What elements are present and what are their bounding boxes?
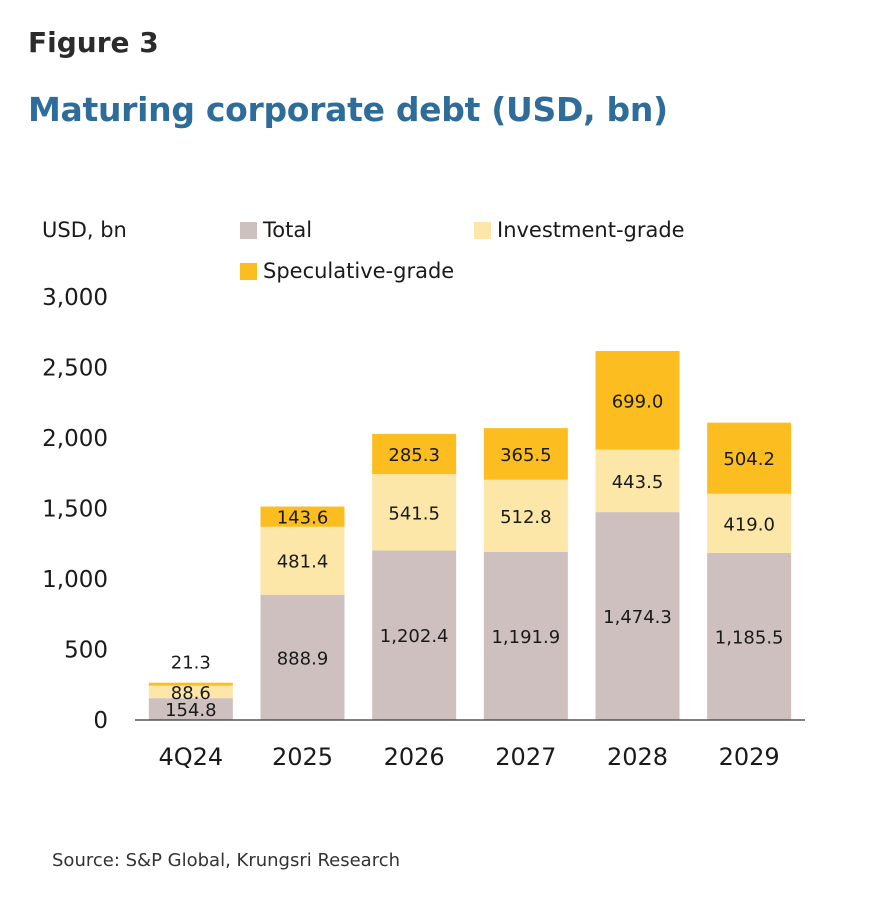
bar-segment-total <box>372 550 457 720</box>
bar-segment-speculative-grade <box>595 351 680 450</box>
data-label: 888.9 <box>277 648 329 669</box>
x-tick-label: 2029 <box>719 743 780 771</box>
legend-item-investment-grade: Investment-grade <box>474 218 685 242</box>
y-axis-unit-label: USD, bn <box>42 218 127 242</box>
x-tick-label: 2025 <box>272 743 333 771</box>
bar-segment-investment-grade <box>595 449 680 513</box>
y-tick-label: 0 <box>93 708 108 734</box>
chart-title: Maturing corporate debt (USD, bn) <box>28 90 668 129</box>
bar-segment-speculative-grade <box>483 428 568 480</box>
data-label: 1,202.4 <box>380 626 449 647</box>
legend-label-speculative-grade: Speculative-grade <box>263 259 455 283</box>
bar-segment-speculative-grade <box>372 433 457 475</box>
x-tick-label: 2027 <box>495 743 556 771</box>
legend-item-speculative-grade: Speculative-grade <box>240 259 454 283</box>
data-label: 504.2 <box>723 449 775 470</box>
bar-segment-investment-grade <box>707 493 792 553</box>
data-label: 285.3 <box>388 445 440 466</box>
bar-segment-investment-grade <box>260 526 345 595</box>
y-tick-label: 3,000 <box>42 285 108 311</box>
data-label: 21.3 <box>171 653 211 674</box>
data-label: 481.4 <box>277 552 329 573</box>
bar-segment-total <box>707 552 792 720</box>
legend-label-total: Total <box>263 218 313 242</box>
figure-label: Figure 3 <box>28 26 159 59</box>
source-note: Source: S&P Global, Krungsri Research <box>52 850 401 871</box>
x-tick-label: 2028 <box>607 743 668 771</box>
x-tick-label: 2026 <box>384 743 445 771</box>
data-label: 419.0 <box>723 514 775 535</box>
y-tick-label: 1,500 <box>42 497 108 523</box>
legend-swatch-investment-grade <box>474 221 491 239</box>
y-tick-label: 500 <box>64 638 108 664</box>
bar-segment-speculative-grade <box>148 682 233 686</box>
data-label: 143.6 <box>277 508 329 529</box>
data-label: 541.5 <box>388 503 440 524</box>
data-label: 154.8 <box>165 700 217 721</box>
y-tick-label: 1,000 <box>42 567 108 593</box>
bar-segment-investment-grade <box>483 479 568 552</box>
legend-label-investment-grade: Investment-grade <box>497 218 685 242</box>
data-label: 699.0 <box>612 391 664 412</box>
data-label: 512.8 <box>500 507 552 528</box>
legend-item-total: Total <box>240 218 312 242</box>
data-label: 443.5 <box>612 472 664 493</box>
data-label: 1,474.3 <box>603 607 672 628</box>
bar-segment-total <box>148 698 233 720</box>
bar-segment-speculative-grade <box>707 422 792 494</box>
legend-swatch-total <box>240 221 257 239</box>
bar-segment-investment-grade <box>148 685 233 699</box>
bar-segment-speculative-grade <box>260 506 345 527</box>
x-tick-label: 4Q24 <box>158 743 223 771</box>
y-tick-label: 2,500 <box>42 356 108 382</box>
legend-swatch-speculative-grade <box>240 262 257 280</box>
data-label: 88.6 <box>171 683 211 704</box>
bar-segment-total <box>595 512 680 720</box>
y-tick-label: 2,000 <box>42 426 108 452</box>
bar-segment-investment-grade <box>372 474 457 551</box>
bar-segment-total <box>483 551 568 720</box>
data-label: 1,191.9 <box>491 627 560 648</box>
bar-segment-total <box>260 594 345 720</box>
data-label: 365.5 <box>500 445 552 466</box>
data-label: 1,185.5 <box>715 627 784 648</box>
